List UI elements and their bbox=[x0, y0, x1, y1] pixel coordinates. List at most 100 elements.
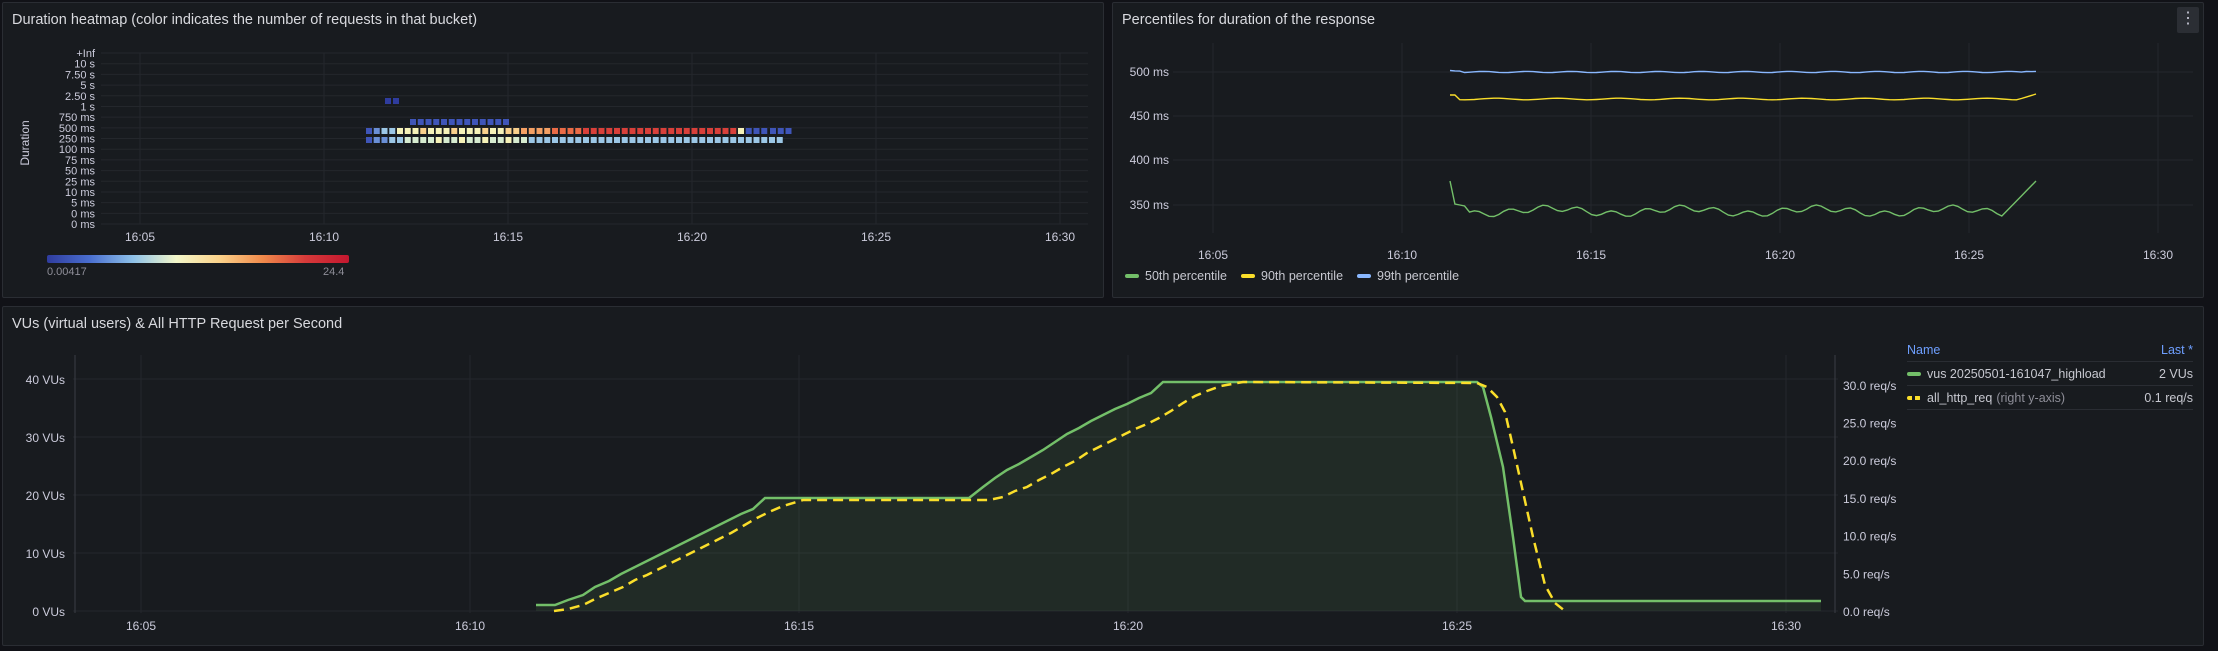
heatmap-cell bbox=[552, 128, 558, 134]
heatmap-cell bbox=[466, 128, 473, 134]
heatmap-cell bbox=[567, 137, 574, 143]
heatmap-cell bbox=[668, 128, 675, 134]
vus-chart[interactable]: 40 VUs 30 VUs 20 VUs 10 VUs 0 VUs 0.0 req/s 5.… bbox=[3, 307, 1903, 645]
heatmap-y-tick: 0 ms bbox=[71, 208, 95, 220]
heatmap-cell bbox=[366, 128, 372, 134]
heatmap-cell bbox=[490, 128, 496, 134]
legend-item-p50[interactable]: 50th percentile bbox=[1125, 269, 1227, 283]
legend-table-header: Name Last * bbox=[1907, 339, 2193, 362]
heatmap-cell bbox=[637, 128, 644, 134]
legend-header-last[interactable]: Last * bbox=[2161, 343, 2193, 357]
heatmap-cell bbox=[433, 119, 440, 125]
heatmap-cell bbox=[660, 137, 667, 143]
vus-area bbox=[536, 382, 1821, 611]
p50-swatch bbox=[1125, 274, 1139, 278]
heatmap-cell bbox=[629, 137, 636, 143]
heatmap-cell bbox=[451, 137, 458, 143]
heatmap-cell bbox=[404, 128, 411, 134]
legend-row-vus[interactable]: vus 20250501-161047_highload 2 VUs bbox=[1907, 362, 2193, 386]
percentiles-x-tick: 16:10 bbox=[1387, 248, 1417, 262]
reqs-swatch bbox=[1907, 395, 1921, 400]
heatmap-cell bbox=[497, 137, 504, 143]
heatmap-cell bbox=[637, 137, 644, 143]
legend-item-p99[interactable]: 99th percentile bbox=[1357, 269, 1459, 283]
heatmap-cell bbox=[722, 128, 729, 134]
heatmap-cell bbox=[621, 137, 628, 143]
heatmap-cell bbox=[761, 128, 768, 134]
heatmap-cell bbox=[722, 137, 729, 143]
heatmap-cell bbox=[366, 137, 372, 143]
heatmap-cell bbox=[420, 128, 427, 134]
heatmap-cell bbox=[629, 128, 636, 134]
heatmap-cell bbox=[714, 128, 721, 134]
heatmap-y-tick: 1 s bbox=[80, 101, 95, 113]
heatmap-cell bbox=[738, 128, 744, 134]
heatmap-cell bbox=[513, 137, 520, 143]
vus-swatch bbox=[1907, 371, 1921, 376]
legend-row-name: vus 20250501-161047_highload bbox=[1927, 366, 2106, 381]
heatmap-cell bbox=[699, 137, 706, 143]
series-p99 bbox=[1449, 69, 2037, 74]
heatmap-cell bbox=[683, 128, 690, 134]
heatmap-panel: Duration heatmap (color indicates the nu… bbox=[2, 2, 1104, 298]
heatmap-cell bbox=[443, 137, 450, 143]
legend-row-last: 0.1 req/s bbox=[2144, 390, 2193, 405]
heatmap-cell bbox=[428, 137, 434, 143]
heatmap-cell bbox=[745, 137, 752, 143]
vus-y-left-tick: 10 VUs bbox=[26, 547, 65, 561]
heatmap-color-scale bbox=[47, 255, 349, 263]
percentiles-x-tick: 16:30 bbox=[2143, 248, 2173, 262]
heatmap-cell bbox=[590, 128, 597, 134]
heatmap-cell bbox=[381, 137, 388, 143]
vus-y-left-tick: 0 VUs bbox=[32, 605, 65, 619]
heatmap-cell bbox=[464, 119, 471, 125]
heatmap-cell bbox=[660, 128, 667, 134]
heatmap-cell bbox=[583, 128, 589, 134]
percentiles-chart[interactable]: 500 ms 450 ms 400 ms 350 ms 16:05 16:10 16:15… bbox=[1113, 3, 2203, 297]
percentiles-title: Percentiles for duration of the response bbox=[1122, 12, 1376, 28]
vus-y-right-tick: 5.0 req/s bbox=[1843, 567, 1890, 581]
series-p50 bbox=[1449, 180, 2037, 218]
heatmap-x-tick: 16:05 bbox=[125, 230, 155, 244]
heatmap-cell bbox=[466, 137, 473, 143]
heatmap-cell bbox=[474, 137, 481, 143]
legend-header-name[interactable]: Name bbox=[1907, 343, 1941, 357]
percentiles-y-tick: 350 ms bbox=[1130, 198, 1169, 212]
heatmap-cell bbox=[683, 137, 690, 143]
percentiles-x-tick: 16:05 bbox=[1198, 248, 1228, 262]
heatmap-cell bbox=[417, 119, 424, 125]
heatmap-cell bbox=[575, 137, 582, 143]
heatmap-cell bbox=[373, 128, 380, 134]
heatmap-cell bbox=[479, 119, 486, 125]
heatmap-cell bbox=[753, 137, 760, 143]
heatmap-y-tick: 7.50 s bbox=[65, 69, 95, 81]
heatmap-cell bbox=[606, 128, 613, 134]
heatmap-cell bbox=[443, 128, 450, 134]
vus-y-right-tick: 20.0 req/s bbox=[1843, 454, 1896, 468]
heatmap-cell bbox=[425, 119, 432, 125]
panel-menu-button[interactable]: ⋮ bbox=[2177, 7, 2199, 33]
heatmap-x-tick: 16:10 bbox=[309, 230, 339, 244]
heatmap-cell bbox=[753, 128, 760, 134]
heatmap-cell bbox=[521, 137, 527, 143]
heatmap-cell bbox=[745, 128, 752, 134]
heatmap-cell bbox=[707, 137, 713, 143]
heatmap-y-tick: 10 ms bbox=[65, 187, 95, 199]
heatmap-y-tick: 750 ms bbox=[59, 112, 96, 124]
heatmap-cell bbox=[435, 128, 442, 134]
heatmap-cell bbox=[676, 128, 682, 134]
vus-x-tick: 16:15 bbox=[784, 619, 814, 633]
heatmap-y-tick: 75 ms bbox=[65, 155, 95, 167]
legend-row-reqs[interactable]: all_http_req (right y-axis) 0.1 req/s bbox=[1907, 386, 2193, 410]
vus-y-right-tick: 30.0 req/s bbox=[1843, 379, 1896, 393]
series-vus bbox=[536, 380, 1821, 607]
heatmap-cell bbox=[536, 128, 543, 134]
heatmap-cell bbox=[448, 119, 455, 125]
heatmap-cell bbox=[497, 128, 504, 134]
heatmap-y-tick: 500 ms bbox=[59, 123, 96, 135]
vus-x-tick: 16:30 bbox=[1771, 619, 1801, 633]
vus-x-tick: 16:25 bbox=[1442, 619, 1472, 633]
heatmap-cell bbox=[441, 119, 447, 125]
legend-item-p90[interactable]: 90th percentile bbox=[1241, 269, 1343, 283]
